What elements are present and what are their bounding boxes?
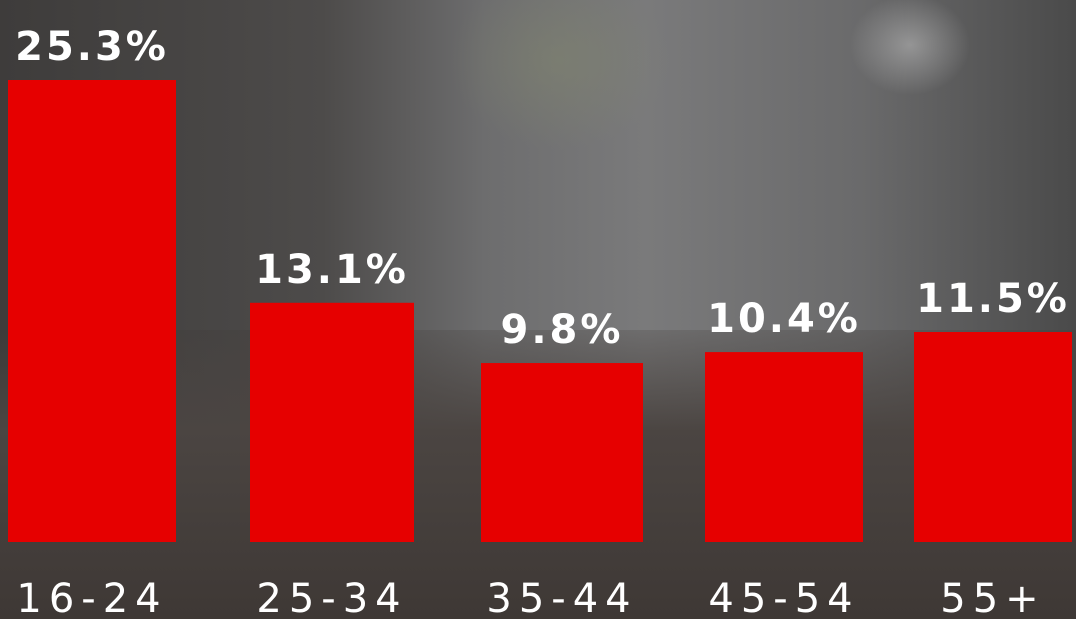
value-label: 9.8% <box>501 307 624 353</box>
value-label: 25.3% <box>15 24 169 70</box>
category-label: 45-54 <box>708 576 859 619</box>
category-label: 55+ <box>940 576 1045 619</box>
bar <box>914 332 1072 542</box>
value-label: 11.5% <box>916 276 1070 322</box>
bar <box>250 303 414 542</box>
bar <box>705 352 863 542</box>
page: 25.3% 16-24 13.1% 25-34 9.8% 35-44 10.4% 45-54 1… <box>0 0 1076 619</box>
value-label: 13.1% <box>255 247 409 293</box>
category-label: 25-34 <box>256 576 407 619</box>
bar <box>8 80 176 542</box>
category-label: 35-44 <box>486 576 637 619</box>
category-label: 16-24 <box>16 576 167 619</box>
value-label: 10.4% <box>707 296 861 342</box>
bar <box>481 363 643 542</box>
chart: 25.3% 16-24 13.1% 25-34 9.8% 35-44 10.4% 45-54 1… <box>0 0 1076 619</box>
